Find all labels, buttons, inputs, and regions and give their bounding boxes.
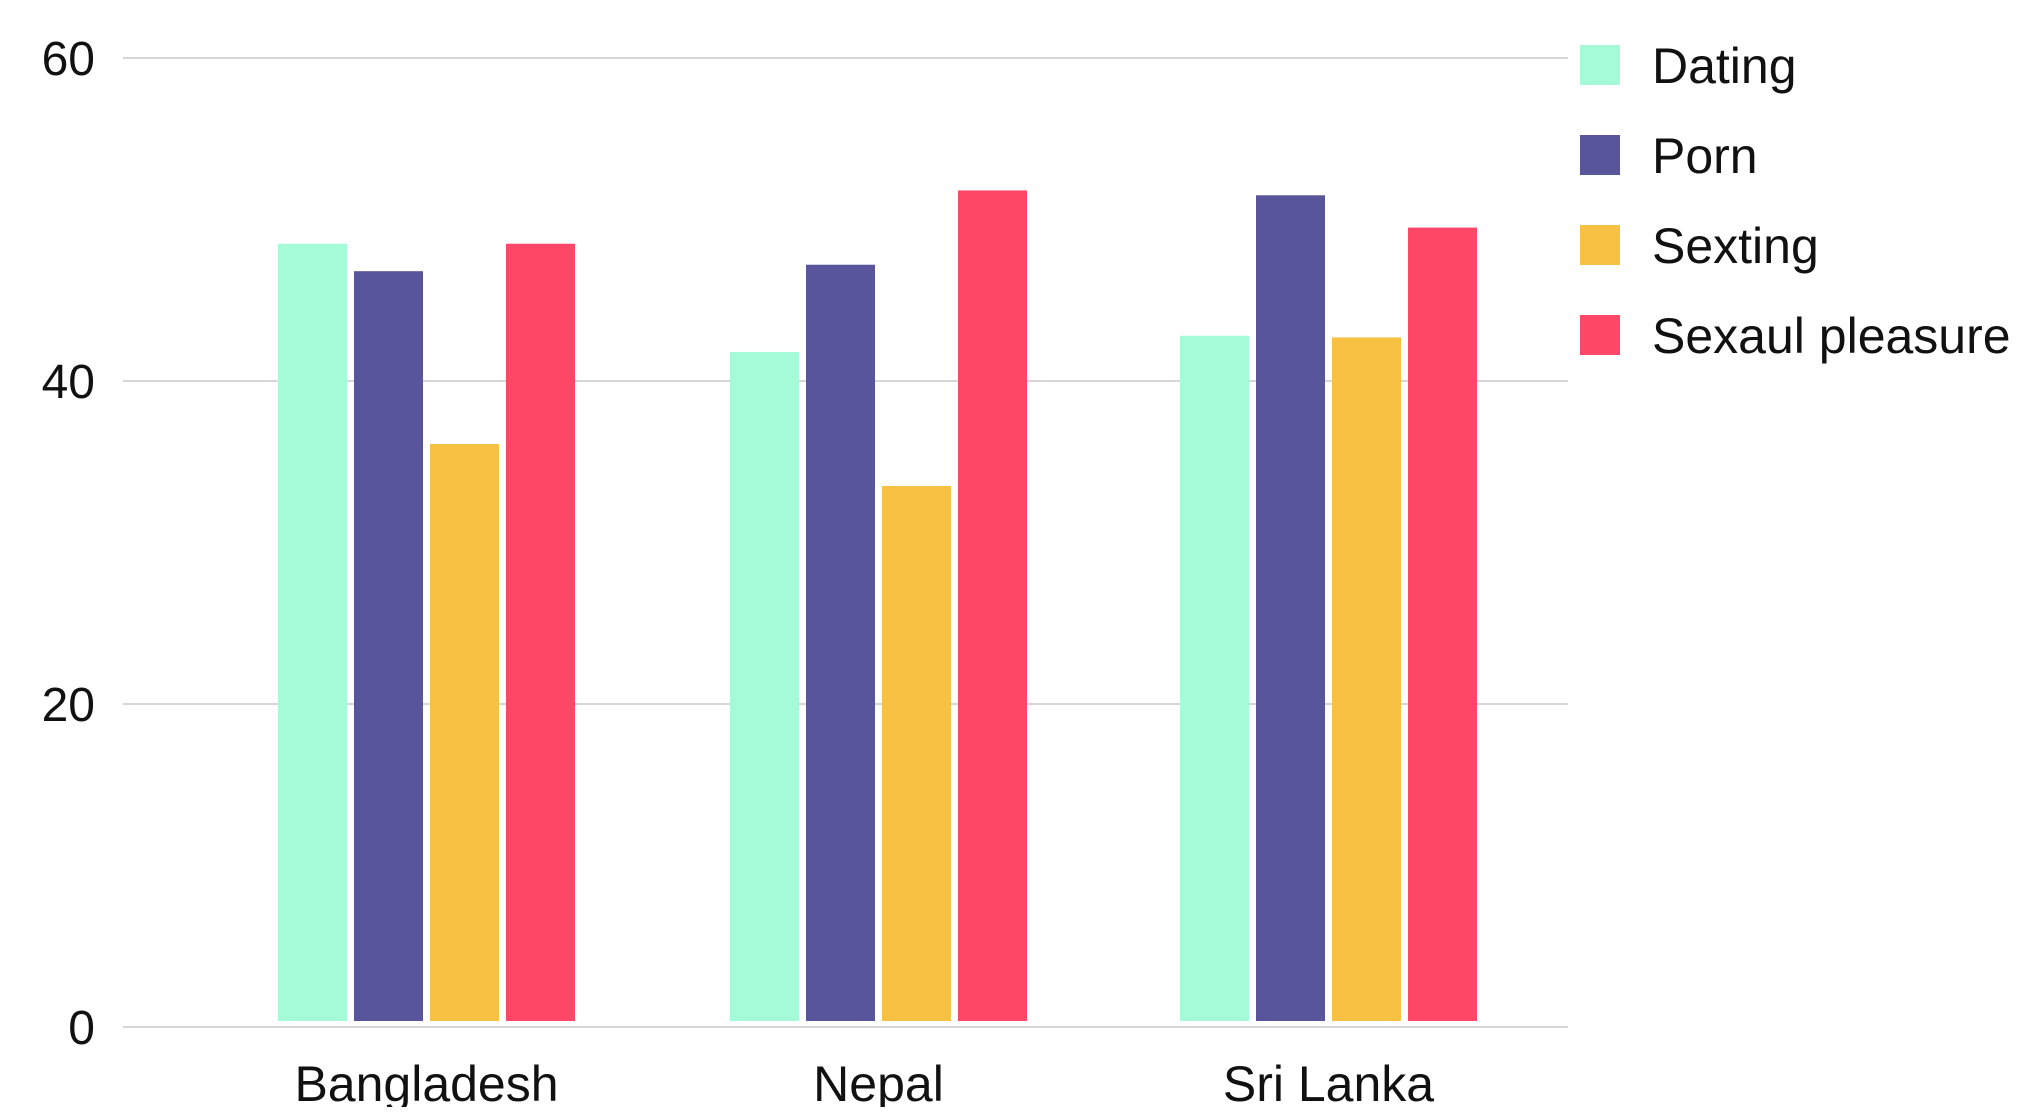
legend-swatch-dating [1580,45,1620,85]
bar-nepal-dating [730,351,799,1021]
bar-sri-lanka-dating [1180,335,1249,1021]
bar-sri-lanka-sexaul-pleasure [1408,227,1477,1021]
legend-swatch-sexting [1580,225,1620,265]
x-axis-labels: Bangladesh Nepal Sri Lanka [294,1056,1434,1112]
y-tick-label: 0 [68,1002,95,1055]
bar-bangladesh-porn [354,271,423,1021]
y-tick-label: 20 [42,679,95,732]
legend-label: Sexting [1652,218,1819,274]
y-axis-ticks: 0 20 40 60 [42,33,95,1055]
bar-bangladesh-sexting [430,443,499,1021]
y-tick-label: 60 [42,33,95,86]
bar-sri-lanka-sexting [1332,337,1401,1021]
bar-nepal-sexting [882,485,951,1022]
bar-bangladesh-sexaul-pleasure [506,243,575,1022]
x-tick-label: Bangladesh [294,1056,558,1107]
legend-label: Dating [1652,38,1797,94]
legend: Dating Porn Sexting Sexaul pleasure [1580,38,2011,364]
legend-label: Porn [1652,128,1758,184]
legend-swatch-porn [1580,135,1620,175]
legend-swatch-sexaul-pleasure [1580,315,1620,355]
bar-nepal-porn [806,264,875,1022]
x-tick-label: Sri Lanka [1223,1056,1434,1107]
bars [278,190,1477,1022]
bar-nepal-sexaul-pleasure [958,190,1027,1021]
x-tick-label: Nepal [813,1056,944,1107]
y-tick-label: 40 [42,356,95,409]
bar-sri-lanka-porn [1256,195,1325,1021]
legend-label: Sexaul pleasure [1652,308,2011,364]
bar-bangladesh-dating [278,243,347,1022]
